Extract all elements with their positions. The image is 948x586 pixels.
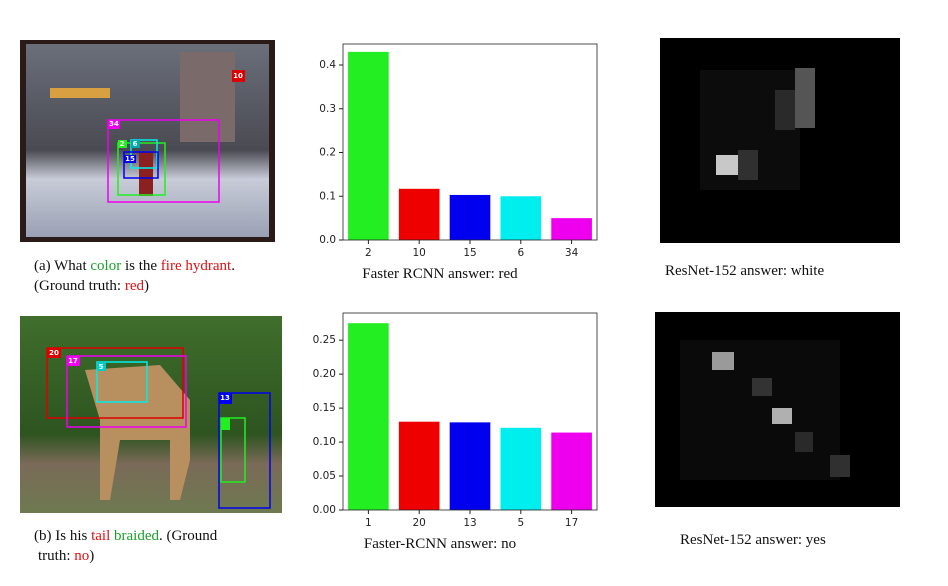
caption-part: (a) What [34,258,90,274]
bar [348,323,389,510]
caption: (a) What color is the fire hydrant. [34,258,235,274]
caption-part: (Ground truth: [34,278,125,294]
caption-part: no [74,548,89,564]
bar [500,196,542,240]
caption: (b) Is his tail braided. (Ground [34,528,218,544]
caption-part: color [90,258,121,274]
y-tick-label: 0.3 [319,103,336,115]
box-label: 5 [99,363,104,371]
resnet-caption: ResNet-152 answer: white [665,263,824,279]
caption-part: ) [144,278,149,294]
bar [398,188,440,240]
box-label: 2 [120,140,125,148]
y-tick-label: 0.15 [313,402,336,414]
resnet-caption: ResNet-152 answer: yes [680,532,826,548]
x-tick-label: 2 [365,247,372,259]
caption-part: tail [91,528,110,544]
caption-part: (b) Is his [34,528,91,544]
caption: (Ground truth: red) [34,278,149,294]
heatmap-a [660,38,900,243]
bar [551,432,592,510]
caption-part: braided [110,528,159,544]
y-tick-label: 0.2 [319,147,336,159]
caption-part: fire hydrant [161,258,232,274]
y-tick-label: 0.1 [319,190,336,202]
y-tick-label: 0.05 [313,470,336,482]
caption-part: . (Ground [159,528,218,544]
bar [398,421,440,510]
box-label: 10 [233,72,243,80]
x-tick-label: 10 [413,247,426,259]
y-tick-label: 0.20 [313,368,336,380]
y-tick-label: 0.00 [313,504,336,516]
box-label: 15 [125,155,135,163]
x-tick-label: 6 [517,247,524,259]
box-label: 6 [133,140,138,148]
caption-part: . [231,258,235,274]
bar [500,427,542,510]
bar [449,194,491,240]
x-tick-label: 17 [565,517,578,529]
photo-b: 20 17 5 13 [20,316,282,513]
caption-part: is the [121,258,161,274]
x-tick-label: 34 [565,247,579,259]
x-tick-label: 13 [463,517,476,529]
x-tick-label: 5 [517,517,524,529]
box-label: 13 [220,394,230,402]
caption-part: red [125,278,145,294]
caption-part: ) [89,548,94,564]
photo-a: 10 34 2 6 15 [20,40,275,242]
box-label: 17 [68,357,78,365]
bar [348,51,389,240]
x-tick-label: 1 [365,517,372,529]
y-tick-label: 0.0 [319,234,336,246]
y-tick-label: 0.10 [313,436,336,448]
box-label: 34 [109,120,119,128]
box-label: 20 [49,349,59,357]
plot-frame [342,312,598,511]
y-tick-label: 0.25 [313,334,336,346]
caption-part: truth: [38,548,74,564]
plot-frame [342,43,598,241]
x-tick-label: 15 [463,247,476,259]
bar [449,422,491,510]
y-tick-label: 0.4 [319,59,336,71]
x-tick-label: 20 [413,517,426,529]
bar [551,218,592,240]
chart-caption: Faster-RCNN answer: no [364,536,516,552]
heatmap-b [655,312,900,507]
caption: truth: no) [38,548,94,564]
chart-caption: Faster RCNN answer: red [362,266,518,282]
